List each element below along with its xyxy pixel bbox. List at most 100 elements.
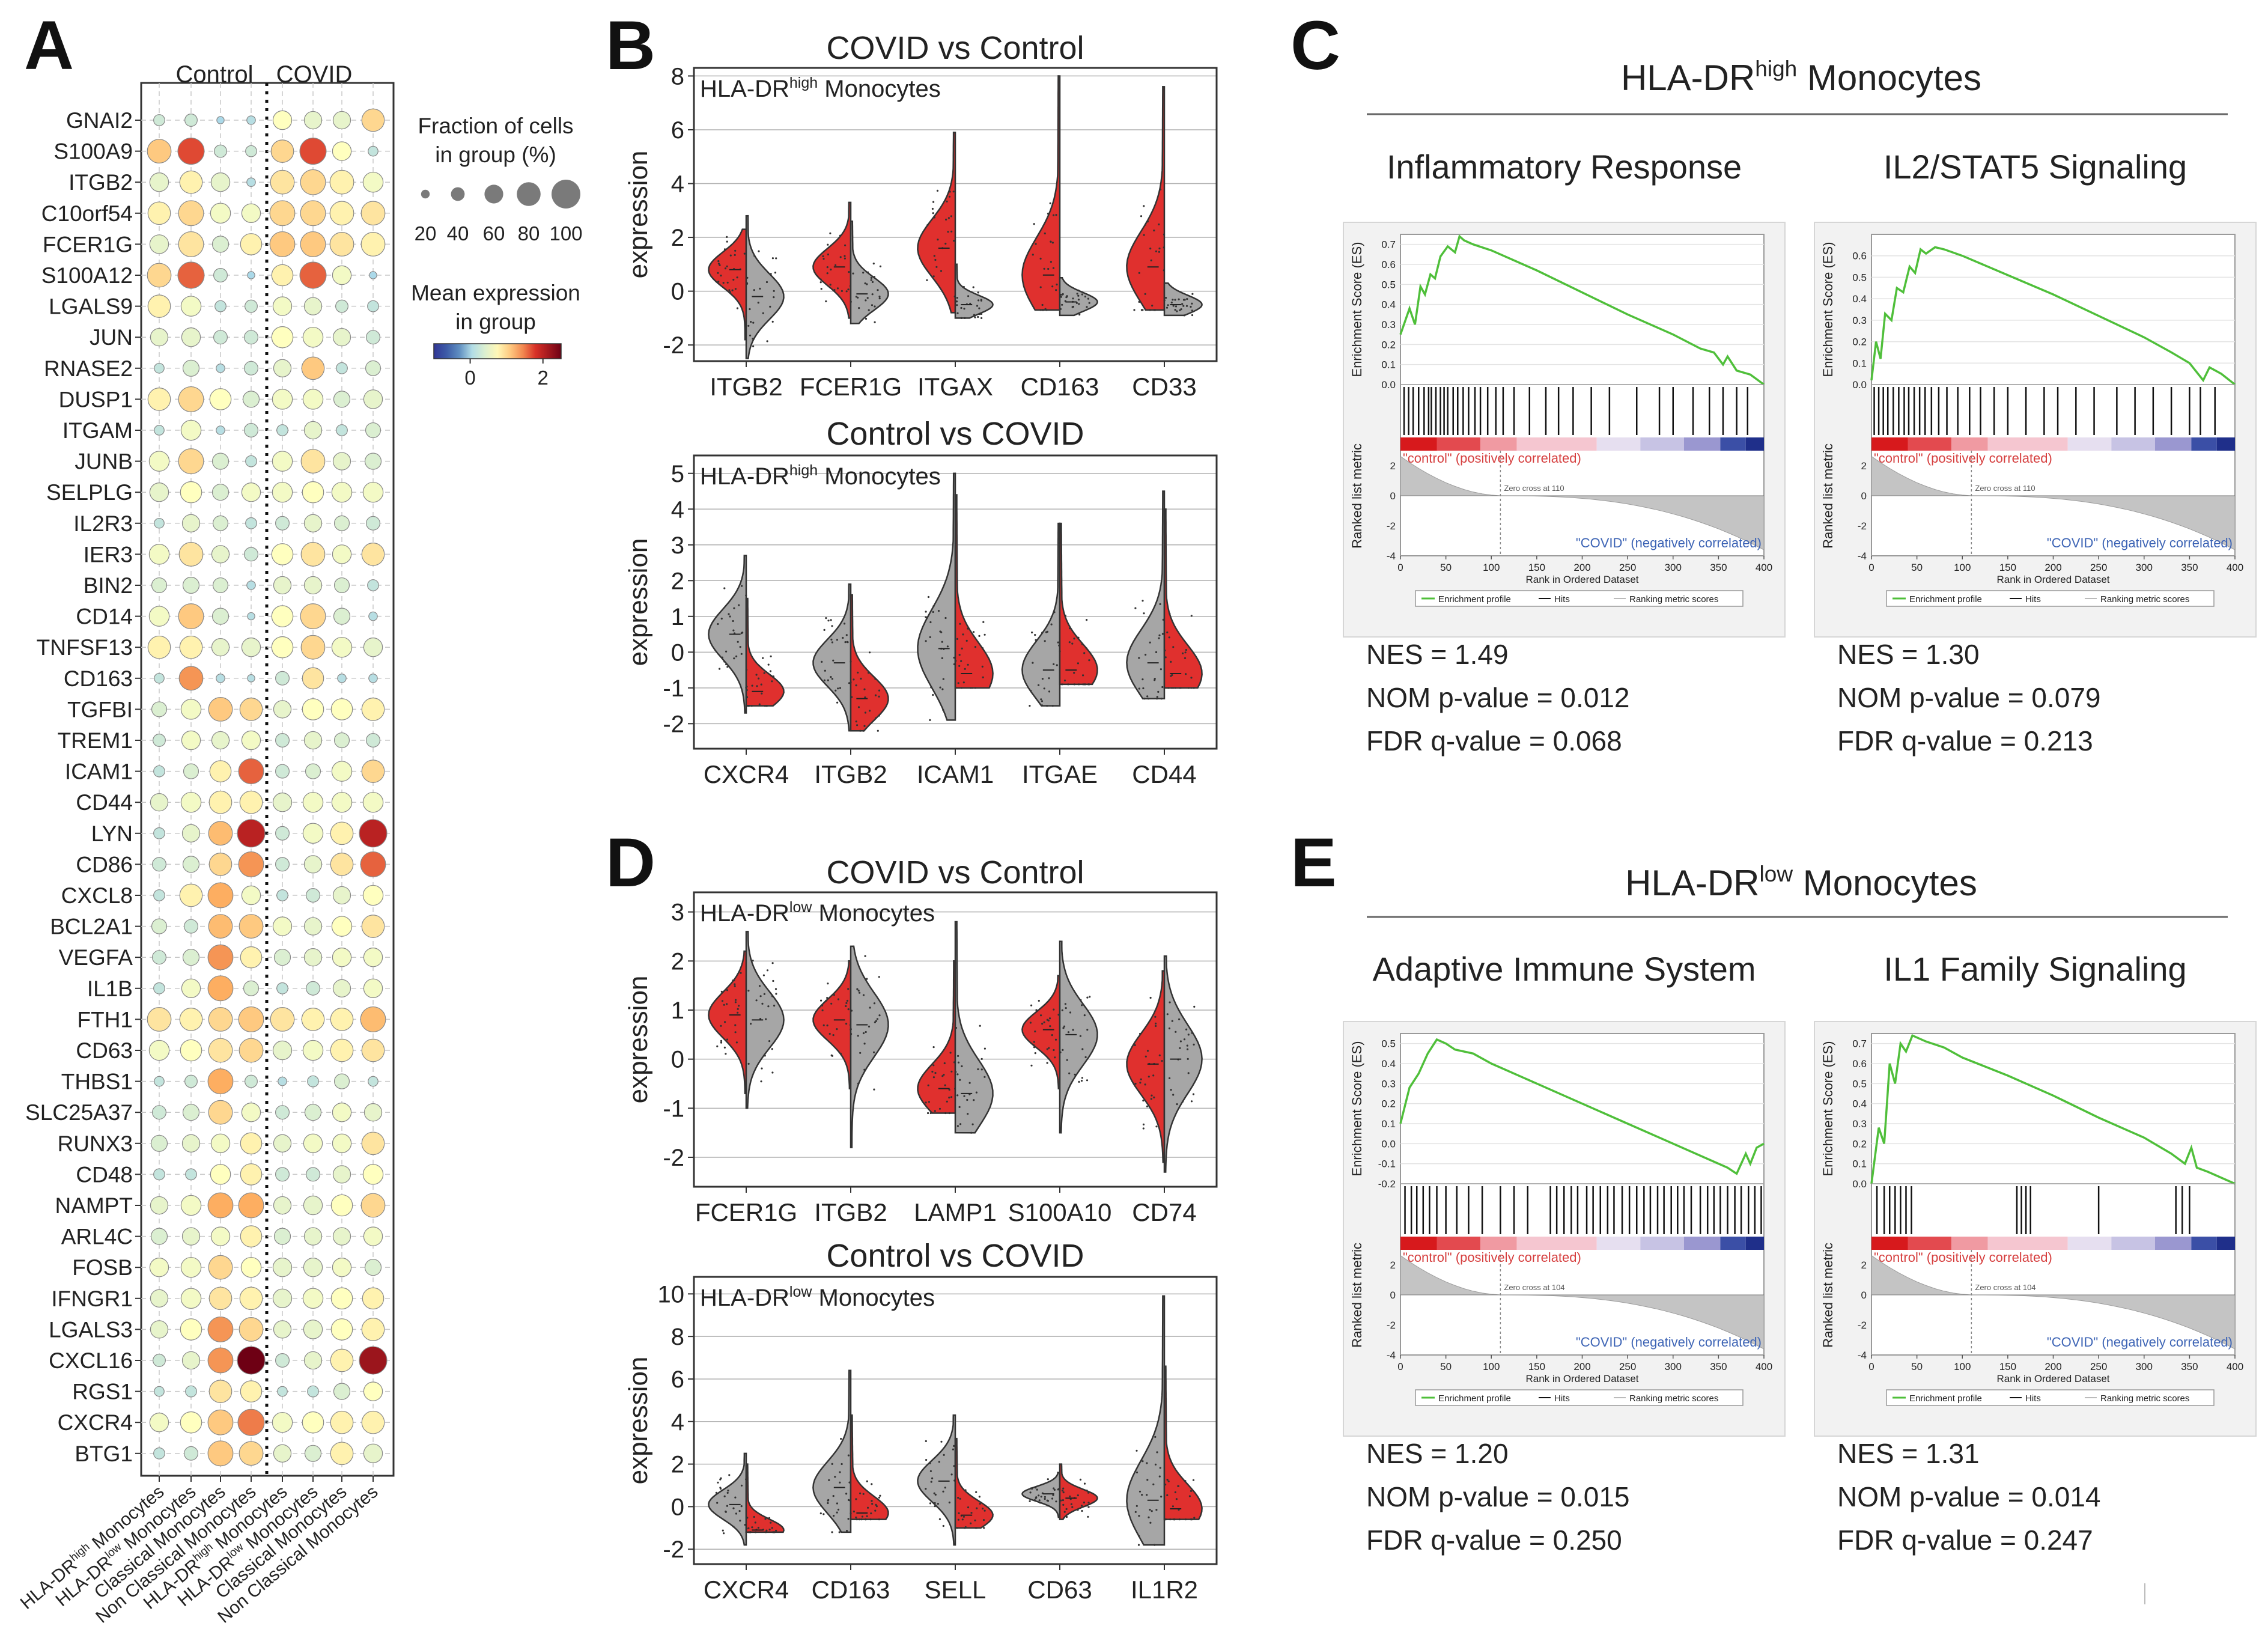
jitter-point <box>857 671 859 674</box>
dot <box>214 300 226 312</box>
jitter-point <box>1146 1479 1149 1481</box>
dot <box>332 1165 351 1184</box>
jitter-point <box>860 677 862 680</box>
jitter-point <box>739 646 741 648</box>
jitter-point <box>835 264 837 266</box>
jitter-point <box>1045 309 1048 311</box>
dot <box>271 264 294 287</box>
dot <box>241 483 261 502</box>
jitter-point <box>819 278 822 281</box>
jitter-point <box>1069 627 1071 630</box>
size-legend-title-1: Fraction of cells <box>418 114 573 138</box>
dot <box>247 674 255 683</box>
dot <box>184 1074 198 1088</box>
jitter-point <box>1048 1017 1051 1020</box>
jitter-point <box>745 594 747 597</box>
dot <box>333 607 351 625</box>
dot <box>211 452 230 470</box>
jitter-point <box>950 1096 953 1098</box>
cell-type-label-rest: Monocytes <box>812 1285 935 1311</box>
jitter-point <box>1174 687 1176 689</box>
dot <box>329 169 354 195</box>
jitter-point <box>863 1068 866 1071</box>
dot <box>272 1257 293 1277</box>
gsea-xlabel: Rank in Ordered Dataset <box>1525 1373 1638 1384</box>
jitter-point <box>934 1493 937 1496</box>
jitter-point <box>1169 612 1171 615</box>
jitter-point <box>773 296 775 299</box>
jitter-point <box>1172 1505 1174 1508</box>
jitter-point <box>1038 1494 1040 1497</box>
ytick-label: 2 <box>671 225 684 251</box>
jitter-point <box>944 1487 946 1489</box>
jitter-point <box>827 253 829 256</box>
jitter-point <box>728 1474 731 1476</box>
dot <box>330 1410 354 1434</box>
jitter-point <box>1077 1509 1079 1511</box>
jitter-point <box>877 729 879 732</box>
dot <box>180 481 202 504</box>
jitter-point <box>831 641 833 644</box>
cell-type-label-main: HLA-DR <box>700 76 789 102</box>
dot <box>272 451 293 472</box>
jitter-point <box>1174 309 1176 311</box>
gene-label: BIN2 <box>84 573 133 598</box>
jitter-point <box>825 617 827 620</box>
jitter-point <box>1172 687 1175 689</box>
jitter-point <box>1185 1518 1187 1521</box>
jitter-point <box>973 314 976 316</box>
jitter-point <box>746 686 748 688</box>
dot <box>302 481 324 504</box>
jitter-point <box>728 289 731 291</box>
jitter-point <box>1164 656 1167 659</box>
violin-left-IL1R2 <box>1126 1295 1166 1546</box>
jitter-point <box>979 1502 981 1505</box>
violin-right-CD163 <box>850 1414 889 1520</box>
jitter-point <box>1047 267 1050 270</box>
jitter-point <box>747 1062 750 1065</box>
jitter-point <box>866 297 869 299</box>
jitter-point <box>1078 303 1080 305</box>
jitter-point <box>855 684 857 687</box>
jitter-point <box>966 1098 968 1101</box>
jitter-point <box>959 1123 962 1125</box>
es-tick-label: 0.2 <box>1852 1138 1867 1149</box>
rank-gradient-segment <box>1951 437 1988 451</box>
dot <box>303 1133 323 1154</box>
jitter-point <box>1167 687 1170 689</box>
metric-tick-label: 0 <box>1390 1289 1396 1301</box>
dot <box>209 760 232 782</box>
jitter-point <box>1041 1023 1044 1025</box>
enrichment-curve <box>1870 1034 2236 1185</box>
gene-label: DUSP1 <box>59 387 133 412</box>
gene-label: VEGFA <box>59 945 133 970</box>
jitter-point <box>1040 1496 1042 1498</box>
jitter-point <box>773 1005 776 1007</box>
jitter-point <box>1190 687 1193 689</box>
es-tick-label: 0.3 <box>1852 315 1867 326</box>
dot <box>211 731 230 750</box>
jitter-point <box>1172 646 1175 648</box>
dot <box>241 730 261 750</box>
jitter-point <box>1138 300 1140 303</box>
rank-gradient-segment <box>1720 437 1746 451</box>
jitter-point <box>832 659 835 662</box>
ytick-label: 3 <box>671 532 684 559</box>
rank-gradient-segment <box>1683 1237 1721 1250</box>
dot <box>360 232 386 257</box>
jitter-point <box>1138 1535 1140 1537</box>
jitter-point <box>1071 306 1074 308</box>
jitter-point <box>946 1100 948 1103</box>
jitter-point <box>746 282 749 285</box>
dot <box>269 200 296 227</box>
jitter-point <box>1142 687 1145 690</box>
panel-letter-B: B <box>606 7 655 84</box>
dot <box>329 232 354 257</box>
jitter-point <box>984 633 986 636</box>
jitter-point <box>1083 1501 1085 1504</box>
jitter-point <box>752 960 754 962</box>
size-legend-label: 60 <box>483 222 505 245</box>
jitter-point <box>758 677 760 680</box>
rank-gradient-segment <box>2111 437 2155 451</box>
es-tick-label: 0.7 <box>1852 1038 1867 1050</box>
